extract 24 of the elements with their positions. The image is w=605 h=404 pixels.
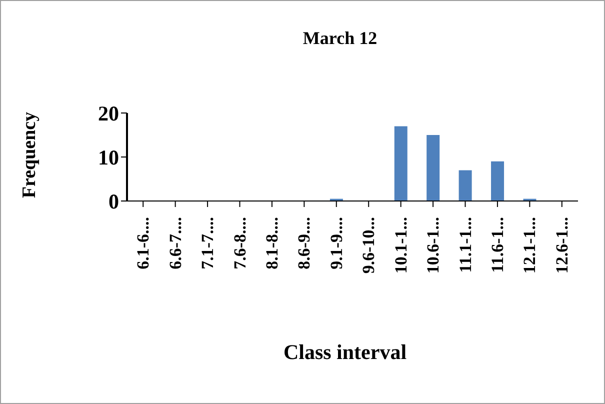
x-tick-label: 6.6-7.... <box>166 217 185 270</box>
bar <box>394 126 408 201</box>
x-axis-title: Class interval <box>282 340 408 365</box>
x-tick-label: 6.1-6.... <box>134 217 153 270</box>
y-tick-label: 20 <box>98 101 119 126</box>
y-tick-label: 0 <box>108 189 119 214</box>
y-axis-title: Frequency <box>19 112 41 198</box>
x-tick-label: 7.6-8.... <box>230 217 250 270</box>
bar <box>491 161 504 201</box>
x-tick-label: 8.6-9.... <box>294 217 314 270</box>
x-tick-label: 12.6-1... <box>552 217 572 274</box>
x-tick-label: 12.1-1... <box>520 217 540 274</box>
y-tick-label: 10 <box>98 145 119 170</box>
chart-title: March 12 <box>302 28 378 49</box>
x-tick-label: 10.1-1... <box>391 217 410 274</box>
x-tick-label: 8.1-8.... <box>262 217 282 270</box>
x-tick-label: 9.6-10... <box>359 217 378 274</box>
x-tick-label: 7.1-7.... <box>198 217 218 270</box>
bar <box>458 170 472 201</box>
x-tick-label: 11.1-1... <box>456 217 475 273</box>
x-tick-label: 11.6-1... <box>488 217 507 273</box>
x-tick-label: 9.1-9.... <box>326 217 346 270</box>
bar <box>426 135 440 201</box>
x-tick-label: 10.6-1... <box>424 217 443 274</box>
